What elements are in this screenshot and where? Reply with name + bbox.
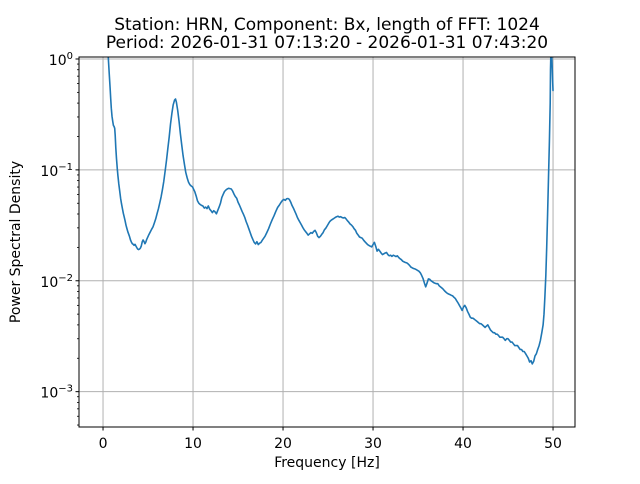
tick-labels: 0 10 20 30 40 50 100 10−1 10−2 10−3 xyxy=(40,51,562,452)
y-tick-label: 10−1 xyxy=(40,162,73,180)
gridlines xyxy=(79,57,575,427)
chart-title-line1: Station: HRN, Component: Bx, length of F… xyxy=(114,15,540,35)
x-axis-label: Frequency [Hz] xyxy=(274,455,380,471)
x-tick-label: 0 xyxy=(99,436,108,452)
x-tick-label: 30 xyxy=(364,436,382,452)
y-tick-label: 100 xyxy=(49,51,73,69)
x-tick-label: 10 xyxy=(184,436,202,452)
y-tick-label: 10−3 xyxy=(40,384,73,402)
y-tick-label: 10−2 xyxy=(40,273,73,291)
plot-border xyxy=(78,56,576,428)
x-tick-label: 50 xyxy=(544,436,562,452)
x-tick-label: 40 xyxy=(454,436,472,452)
psd-curve xyxy=(107,57,554,365)
chart-title-line2: Period: 2026-01-31 07:13:20 - 2026-01-31… xyxy=(106,33,548,53)
x-tick-label: 20 xyxy=(274,436,292,452)
y-axis-label: Power Spectral Density xyxy=(8,161,24,323)
